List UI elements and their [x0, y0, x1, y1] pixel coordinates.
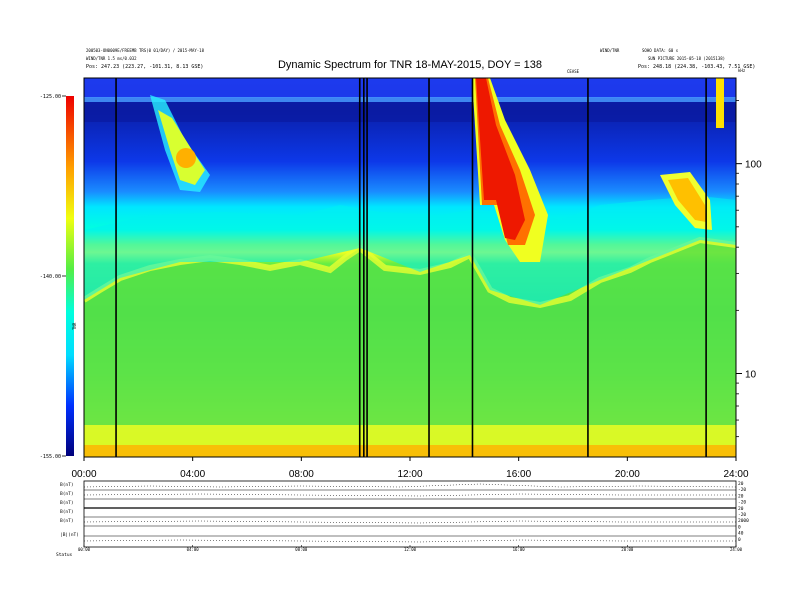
field-row-label: |B|(nT)	[60, 532, 79, 538]
field-scale-label: 20	[738, 506, 744, 512]
time-tick-label: 16:00	[506, 469, 531, 480]
field-row-label: B(nT)	[60, 482, 74, 488]
field-scale-label: 0	[738, 524, 741, 530]
field-scale-label: -20	[738, 512, 746, 518]
time-axis: 00:00 04:00 08:00 12:00 16:00 20:00 24:00	[71, 457, 749, 480]
field-scale-label: 2000	[738, 518, 749, 524]
time-tick-label: 12:00	[397, 469, 422, 480]
field-scale-label: 40	[738, 531, 744, 537]
field-time-tick-label: 24:00	[730, 547, 743, 552]
header-left-line1: 200503-ON0009E/FREEMB TRS(0 01/DAY) / 20…	[86, 48, 205, 53]
time-tick-label: 08:00	[289, 469, 314, 480]
header-left-line3: Pos: 247.23 (223.27, -101.31, 8.13 GSE)	[86, 64, 203, 70]
field-time-tick-label: 00:00	[78, 547, 91, 552]
field-time-tick-label: 16:00	[513, 547, 526, 552]
field-time-tick-label: 12:00	[404, 547, 417, 552]
marker-right-label: CEASE	[567, 69, 580, 74]
frequency-tick-label: 10	[745, 369, 757, 380]
colorbar-ticks: -125.00 -140.00 -155.00	[40, 94, 66, 460]
colorbar-tick-label: -140.00	[40, 274, 61, 280]
colorbar	[66, 96, 74, 456]
field-scale-label: 20	[738, 493, 744, 499]
time-tick-label: 20:00	[615, 469, 640, 480]
spectrogram	[84, 78, 736, 457]
field-row-label: B(nT)	[60, 518, 74, 524]
magnetic-field-panel: B(nT)B(nT)B(nT)B(nT)B(nT)|B|(nT) 20-2020…	[56, 480, 749, 558]
time-tick-label: 24:00	[723, 469, 748, 480]
field-row-label: B(nT)	[60, 491, 74, 497]
field-scale-label: 20	[738, 481, 744, 487]
field-scale-label: -20	[738, 487, 746, 493]
header-right-line2: SUN PICTURE 2015-05-18 (2015138)	[648, 56, 725, 61]
header-right-line1: WIND/TNR	[600, 48, 620, 53]
frequency-unit: kHz	[738, 68, 746, 73]
field-scale-label: -20	[738, 500, 746, 506]
colorbar-label: TNR	[72, 322, 77, 330]
field-time-tick-label: 04:00	[187, 547, 200, 552]
field-scale-label: 0	[738, 537, 741, 543]
header-left-line2: WIND/TNR 1.5 ms/0.032	[86, 56, 137, 61]
header-right-corner: SOHO DATA: 60 s	[642, 48, 679, 53]
field-time-tick-label: 08:00	[295, 547, 308, 552]
colorbar-tick-label: -155.00	[40, 454, 61, 460]
field-row-label: B(nT)	[60, 500, 74, 506]
field-time-tick-label: 20:00	[621, 547, 634, 552]
time-tick-label: 00:00	[71, 469, 96, 480]
time-tick-label: 04:00	[180, 469, 205, 480]
field-row-label: B(nT)	[60, 509, 74, 515]
colorbar-tick-label: -125.00	[40, 94, 61, 100]
chart-title: Dynamic Spectrum for TNR 18-MAY-2015, DO…	[278, 59, 542, 71]
frequency-tick-label: 100	[745, 160, 762, 171]
header-right-line3: Pos: 248.18 (224.38, -103.43, 7.51 GSE)	[638, 64, 755, 70]
status-label: Status	[56, 552, 73, 558]
frequency-axis: 100 10	[736, 100, 762, 438]
